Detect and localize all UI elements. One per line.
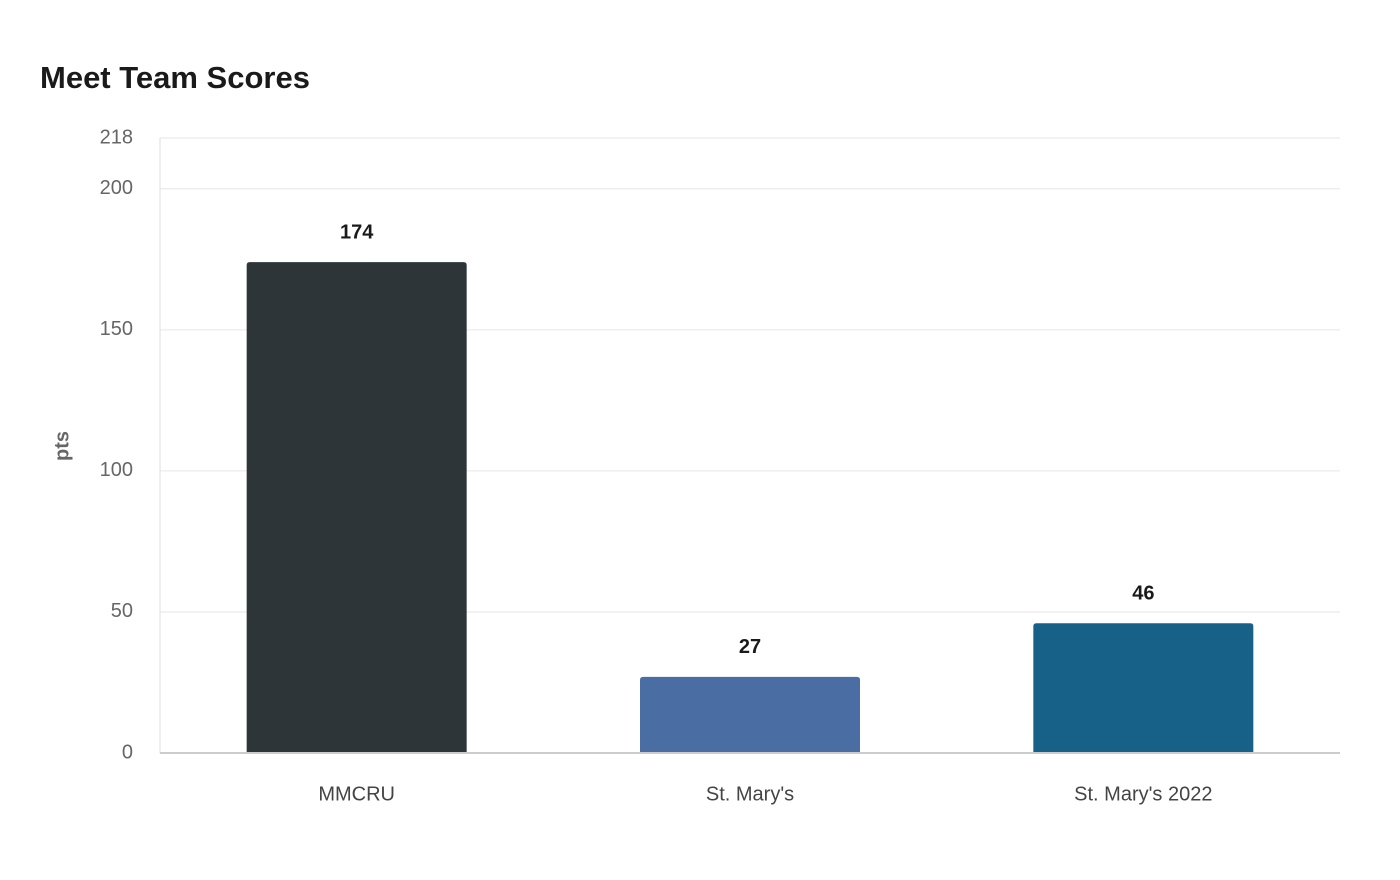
value-label: 27 xyxy=(739,636,761,658)
bar xyxy=(640,676,860,753)
bar xyxy=(1033,623,1254,753)
y-tick-label: 218 xyxy=(100,126,133,148)
x-tick-label: St. Mary's xyxy=(706,783,794,805)
x-tick-label: MMCRU xyxy=(318,783,395,805)
y-tick-label: 50 xyxy=(111,600,133,622)
y-tick-label: 150 xyxy=(100,318,133,340)
bar xyxy=(246,262,467,753)
y-tick-label: 0 xyxy=(122,741,133,763)
x-tick-label: St. Mary's 2022 xyxy=(1074,783,1212,805)
chart-title: Meet Team Scores xyxy=(40,60,310,95)
value-label: 46 xyxy=(1132,583,1154,605)
y-axis-label: pts xyxy=(51,431,73,461)
value-label: 174 xyxy=(340,221,374,243)
y-tick-label: 200 xyxy=(100,177,133,199)
y-tick-label: 100 xyxy=(100,459,133,481)
